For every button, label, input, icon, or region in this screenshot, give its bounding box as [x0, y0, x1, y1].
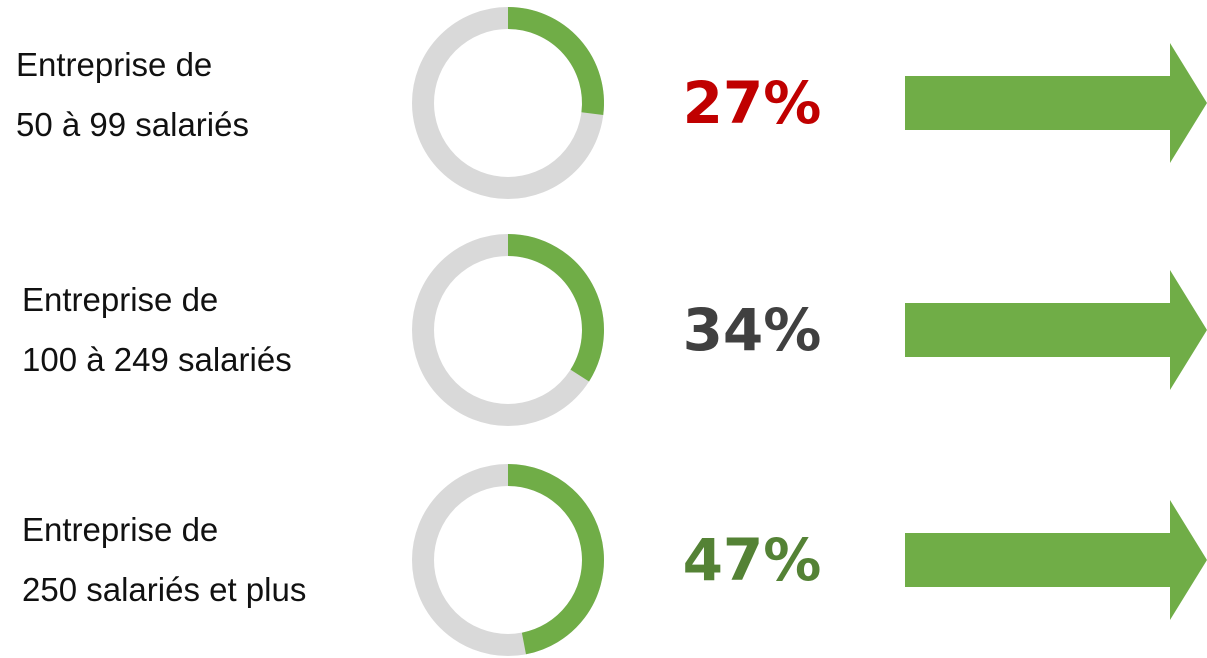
arrow: [905, 43, 1207, 163]
donut-segment: [507, 464, 604, 655]
donut-segment: [507, 234, 604, 382]
arrow: [905, 270, 1207, 390]
value-label: 34%: [683, 296, 822, 364]
arrow: [905, 500, 1207, 620]
value-label: 27%: [683, 69, 822, 137]
category-label: Entreprise de 250 salariés et plus: [22, 511, 307, 608]
category-label: Entreprise de 100 à 249 salariés: [22, 281, 292, 378]
value-label: 47%: [683, 526, 822, 594]
donut-segment: [507, 7, 604, 116]
category-label: Entreprise de 50 à 99 salariés: [16, 46, 249, 143]
